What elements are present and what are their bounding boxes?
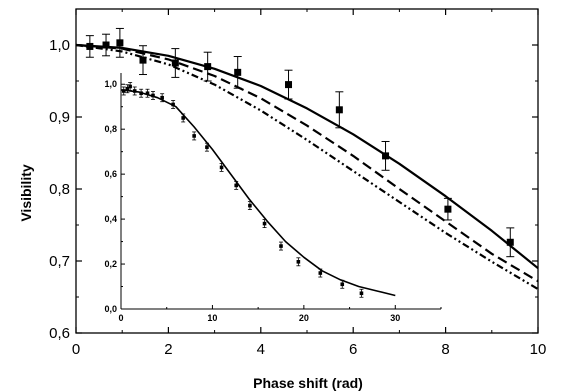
inset-data-point [128,82,133,91]
x-tick-label: 2 [164,341,172,358]
inset-data-point [247,201,252,211]
inset-y-tick-label: 0,4 [104,214,117,224]
inset-square-marker [296,260,301,264]
square-marker [102,41,110,49]
inset-series-line [120,89,396,297]
inset-x-tick-label: 10 [207,313,217,323]
y-axis-title: Visibility [18,164,34,222]
y-tick-label: 0,6 [49,325,70,342]
inset-data-point [262,219,267,228]
inset-data-point [160,93,165,103]
series-line-dashed [75,43,539,283]
x-tick-label: 0 [72,341,80,358]
inset-square-marker [128,84,132,89]
inset-square-marker [219,165,224,170]
x-axis-title: Phase shift (rad) [253,375,363,391]
inset-square-marker [160,95,164,100]
square-marker [204,63,212,71]
inset-data-point [139,88,144,98]
square-marker [171,59,179,67]
inset-x-tick-label: 20 [299,313,309,323]
data-point [335,91,344,129]
data-point [203,51,212,82]
data-point [115,27,124,58]
inset-data-point [359,288,364,298]
data-point [171,48,180,78]
inset-data-point [171,100,176,109]
main-plot: 0 2 4 6 8 10 0,6 0,7 0,8 0,9 1,0 [49,8,547,358]
square-marker [444,205,452,213]
inset-square-marker [279,244,283,248]
inset-square-marker [145,91,150,96]
inset-square-marker [139,91,143,96]
data-point [506,227,515,258]
inset-x-tick-label: 0 [118,313,123,323]
y-tick-label: 1,0 [49,37,70,54]
inset-plot: 0 10 20 30 0,0 0,2 0,4 0,6 0,8 1,0 [104,73,442,323]
inset-data-point [121,86,126,96]
inset-square-marker [151,93,155,98]
square-marker [234,68,242,76]
square-marker [335,106,343,114]
x-tick-label: 10 [530,341,547,358]
square-marker [86,42,94,50]
inset-y-tick-label: 0,8 [104,124,117,134]
inset-x-tick-label: 30 [390,313,400,323]
inset-square-marker [205,145,209,149]
inset-data-point [219,162,224,172]
inset-square-marker [248,203,252,208]
inset-y-tick-label: 0,0 [104,304,117,314]
square-marker [116,39,124,47]
y-tick-label: 0,8 [49,181,70,198]
data-point [85,35,94,58]
inset-data-point [318,268,323,278]
series-line-dash-dot-dot [75,43,539,291]
inset-square-marker [262,221,267,226]
inset-data-point [296,257,301,267]
inset-y-tick-label: 1,0 [104,79,117,89]
square-marker [506,238,514,246]
data-point [138,45,147,76]
inset-data-point [204,142,209,152]
inset-square-marker [132,89,137,93]
inset-square-marker [192,134,196,138]
inset-data-point [234,180,239,190]
square-marker [139,56,147,64]
x-tick-label: 6 [349,341,357,358]
y-tick-label: 0,7 [49,253,70,270]
data-point [102,33,111,57]
inset-square-marker [121,89,126,93]
y-tick-label: 0,9 [49,109,70,126]
data-point [284,69,293,100]
data-point [233,56,242,89]
square-marker [285,81,293,89]
inset-square-marker [234,183,238,188]
inset-data-point [181,113,186,123]
inset-square-marker [181,116,185,120]
inset-square-marker [340,282,345,287]
inset-data-point [340,279,345,289]
inset-data-point [279,241,283,251]
inset-y-tick-label: 0,6 [104,169,117,179]
data-point [381,140,390,171]
inset-data-point [151,91,155,100]
inset-square-marker [359,291,364,296]
inset-square-marker [125,86,130,91]
inset-data-point [132,86,137,96]
series-line-solid [75,43,539,270]
data-point [443,197,452,221]
x-tick-label: 8 [441,341,449,358]
inset-data-point [192,131,197,141]
square-marker [382,152,390,160]
inset-square-marker [171,102,175,107]
inset-data-point [145,88,150,98]
inset-y-tick-label: 0,2 [104,259,117,269]
inset-square-marker [318,271,323,275]
x-tick-label: 4 [257,341,265,358]
